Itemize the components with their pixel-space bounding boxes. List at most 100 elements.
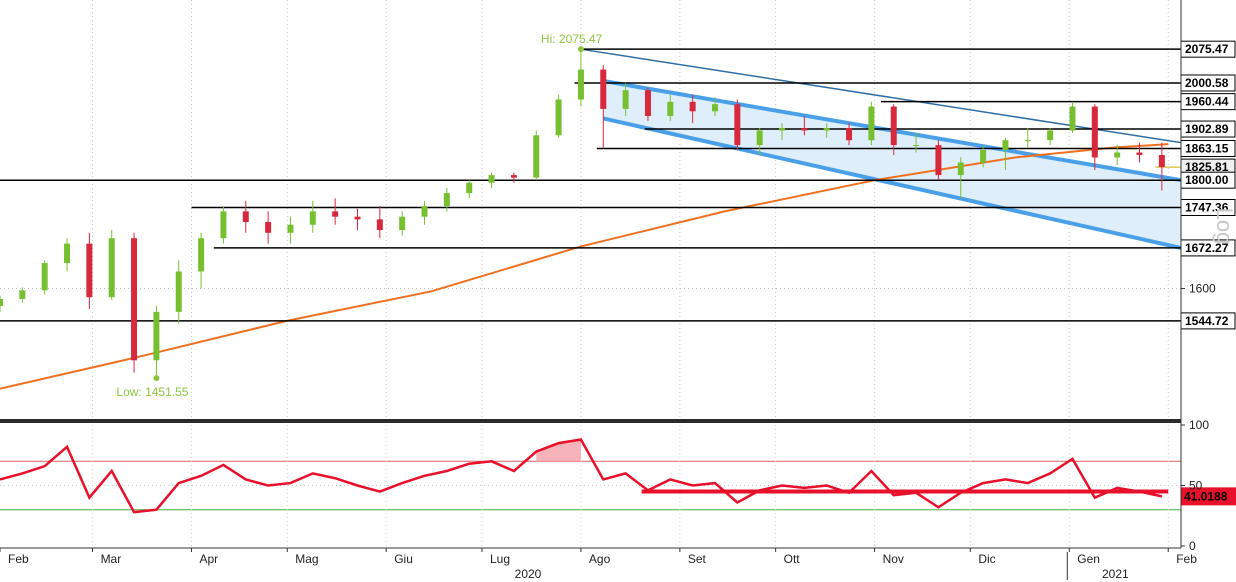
candle-body: [533, 135, 540, 178]
month-label: Ott: [784, 552, 801, 566]
month-label: Nov: [883, 552, 904, 566]
horizontal-levels: 2075.47 2000.58 1960.44 1902.89 1863.15 1825.…: [0, 40, 1236, 330]
level-label: 1747.36: [1185, 200, 1229, 214]
candle-body: [19, 290, 26, 299]
candle-body: [488, 175, 495, 183]
rsi-overbought-fill: [536, 439, 581, 462]
candle-body: [868, 106, 875, 141]
candle-body: [689, 101, 696, 112]
annotation-label: Low: 1451.55: [116, 385, 188, 399]
candle-body: [801, 128, 808, 131]
month-label: Gen: [1077, 552, 1100, 566]
level-label: 2000.58: [1185, 76, 1229, 90]
panel-divider[interactable]: [0, 419, 1181, 423]
price-gridlines: [0, 0, 1181, 418]
candle-body: [220, 211, 227, 239]
candle-body: [1091, 106, 1098, 158]
candle-body: [667, 101, 674, 117]
candle-body: [0, 298, 3, 306]
month-label: Giu: [394, 552, 413, 566]
level-label: 1800.00: [1185, 173, 1229, 187]
level-label: 1825.81: [1185, 160, 1229, 174]
chart-annotations: Hi: 2075.47 Low: 1451.55 Log: [116, 32, 1236, 399]
month-label: Mag: [295, 552, 318, 566]
candle-body: [131, 238, 138, 361]
candle-body: [1024, 140, 1031, 142]
rsi-series: 41.0188: [0, 438, 1236, 514]
candle-body: [779, 128, 786, 131]
month-label: Lug: [490, 552, 510, 566]
candle-body: [555, 99, 562, 136]
annotation-marker: [153, 375, 160, 382]
annotation-label: Hi: 2075.47: [541, 32, 603, 46]
candle-body: [734, 104, 741, 146]
candle-body: [86, 243, 93, 298]
rsi-panel: 41.0188: [0, 425, 1236, 546]
moving-average-layer: [0, 143, 1169, 390]
rsi-tick-label: 0: [1189, 539, 1196, 553]
candle-body: [1002, 140, 1009, 151]
rsi-tick-label: 50: [1189, 479, 1203, 493]
candle-body: [421, 206, 428, 217]
candle-body: [287, 224, 294, 233]
candle-body: [153, 311, 160, 361]
channel-lower-line: [602, 116, 1182, 250]
candle-body: [577, 69, 584, 100]
annotation-marker: [577, 46, 584, 53]
candle-body: [1047, 130, 1054, 141]
candle-body: [957, 162, 964, 176]
level-label: 1672.27: [1185, 241, 1229, 255]
year-label: 2021: [1102, 567, 1129, 581]
rsi-line: [0, 438, 1163, 514]
candle-body: [443, 193, 450, 207]
level-label: 1863.15: [1185, 141, 1229, 155]
candle-body: [265, 222, 272, 233]
month-label: Feb: [8, 552, 29, 566]
candle-body: [913, 145, 920, 147]
rsi-last-value-label: 41.0188: [1184, 489, 1228, 503]
candle-body: [64, 243, 71, 264]
resistance-trendline: [580, 48, 1182, 144]
candle-body: [376, 219, 383, 231]
month-label: Set: [688, 552, 707, 566]
candle-body: [711, 104, 718, 112]
candle-body: [846, 128, 853, 141]
candle-body: [242, 211, 249, 223]
rsi-last-value-box: [1181, 487, 1236, 506]
candle-body: [175, 271, 182, 312]
candle-body: [466, 182, 473, 194]
candle-body: [354, 216, 361, 220]
candle-body: [890, 106, 897, 146]
level-label: 1960.44: [1185, 95, 1229, 109]
candlestick-series: [0, 49, 1165, 379]
candle-body: [756, 130, 763, 146]
level-label: 1902.89: [1185, 122, 1229, 136]
month-label: Ago: [589, 552, 611, 566]
scale-label: Log: [1212, 208, 1236, 245]
month-label: Apr: [200, 552, 219, 566]
price-tick-label: 1600: [1189, 282, 1216, 296]
candle-body: [600, 69, 607, 109]
month-label: Mar: [101, 552, 122, 566]
level-label: 1544.72: [1185, 314, 1229, 328]
month-label: Dic: [978, 552, 995, 566]
price-panel: 2075.47 2000.58 1960.44 1902.89 1863.15 1825.…: [0, 0, 1236, 418]
candle-body: [1158, 154, 1165, 168]
candle-body: [399, 216, 406, 231]
rsi-gridlines: [0, 425, 1181, 546]
level-label: 2075.47: [1185, 42, 1229, 56]
candle-body: [1114, 152, 1121, 158]
month-label: Feb: [1176, 552, 1197, 566]
candle-body: [1069, 106, 1076, 131]
candle-body: [622, 90, 629, 109]
candle-body: [41, 263, 48, 291]
candle-body: [510, 175, 517, 178]
rsi-tick-label: 100: [1189, 418, 1209, 432]
year-label: 2020: [515, 567, 542, 581]
candle-body: [980, 150, 987, 163]
candle-body: [823, 128, 830, 131]
candle-body: [309, 211, 316, 225]
channel-fill: [603, 80, 1181, 248]
